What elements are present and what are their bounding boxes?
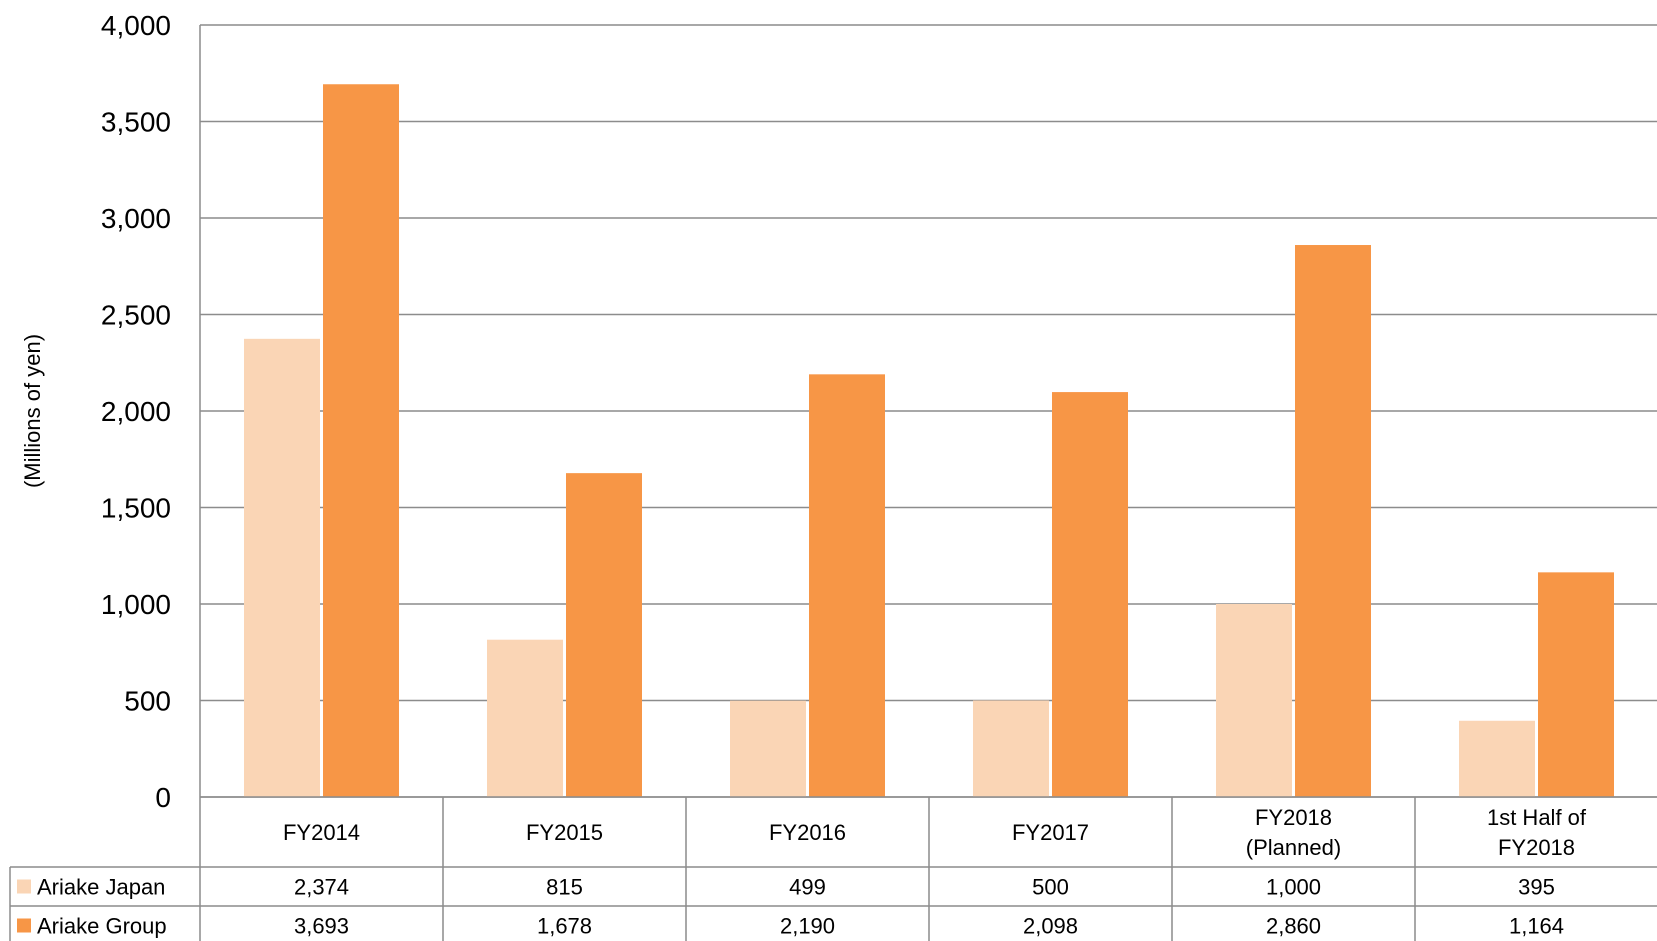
bar-ariake-group (1295, 245, 1371, 797)
y-tick-label: 500 (124, 686, 171, 717)
y-tick-label: 1,000 (101, 589, 171, 620)
legend-swatch (17, 879, 31, 894)
bar-ariake-group (1538, 572, 1614, 797)
data-table: FY2014 FY2015 FY2016 FY2017 FY2018 (Planned) 1… (9, 796, 1657, 941)
bar-ariake-japan (730, 700, 806, 797)
data-label: 1,678 (537, 914, 592, 939)
data-label: 815 (546, 875, 583, 900)
data-label: 395 (1518, 875, 1555, 900)
y-tick-label: 3,500 (101, 107, 171, 138)
data-label: 1,000 (1266, 875, 1321, 900)
data-label: 2,374 (294, 875, 349, 900)
bar-ariake-japan (1216, 604, 1292, 797)
y-tick-label: 2,000 (101, 396, 171, 427)
y-tick-label: 3,000 (101, 203, 171, 234)
y-tick-label: 1,500 (101, 493, 171, 524)
category-label: 1st Half of (1487, 805, 1587, 830)
data-label: 2,860 (1266, 914, 1321, 939)
data-label: 499 (789, 875, 826, 900)
gridlines (199, 24, 1657, 798)
bar-ariake-group (323, 84, 399, 798)
data-label: 500 (1032, 875, 1069, 900)
legend-label: Ariake Group (37, 914, 167, 939)
y-axis-label: (Millions of yen) (20, 334, 45, 488)
legend-label: Ariake Japan (37, 875, 165, 900)
y-tick-label: 0 (155, 782, 171, 813)
legend-swatch (17, 918, 31, 933)
category-label: FY2017 (1012, 820, 1089, 845)
category-label: FY2016 (769, 820, 846, 845)
bar-ariake-group (809, 374, 885, 797)
y-axis-ticks: 0 500 1,000 1,500 2,000 2,500 3,000 3,500 4,000 (101, 10, 171, 813)
bars (244, 84, 1614, 798)
bar-ariake-japan (973, 700, 1049, 797)
category-label: FY2018 (1255, 805, 1332, 830)
category-label: FY2018 (1498, 835, 1575, 860)
bar-ariake-group (566, 473, 642, 797)
category-label: FY2014 (283, 820, 360, 845)
bar-ariake-group (1052, 392, 1128, 797)
data-label: 1,164 (1509, 914, 1564, 939)
bar-ariake-japan (487, 639, 563, 797)
bar-ariake-japan (244, 338, 320, 797)
data-label: 2,098 (1023, 914, 1078, 939)
category-label: FY2015 (526, 820, 603, 845)
y-tick-label: 4,000 (101, 10, 171, 41)
category-label: (Planned) (1246, 835, 1341, 860)
y-tick-label: 2,500 (101, 300, 171, 331)
data-label: 3,693 (294, 914, 349, 939)
bar-ariake-japan (1459, 720, 1535, 797)
data-label: 2,190 (780, 914, 835, 939)
